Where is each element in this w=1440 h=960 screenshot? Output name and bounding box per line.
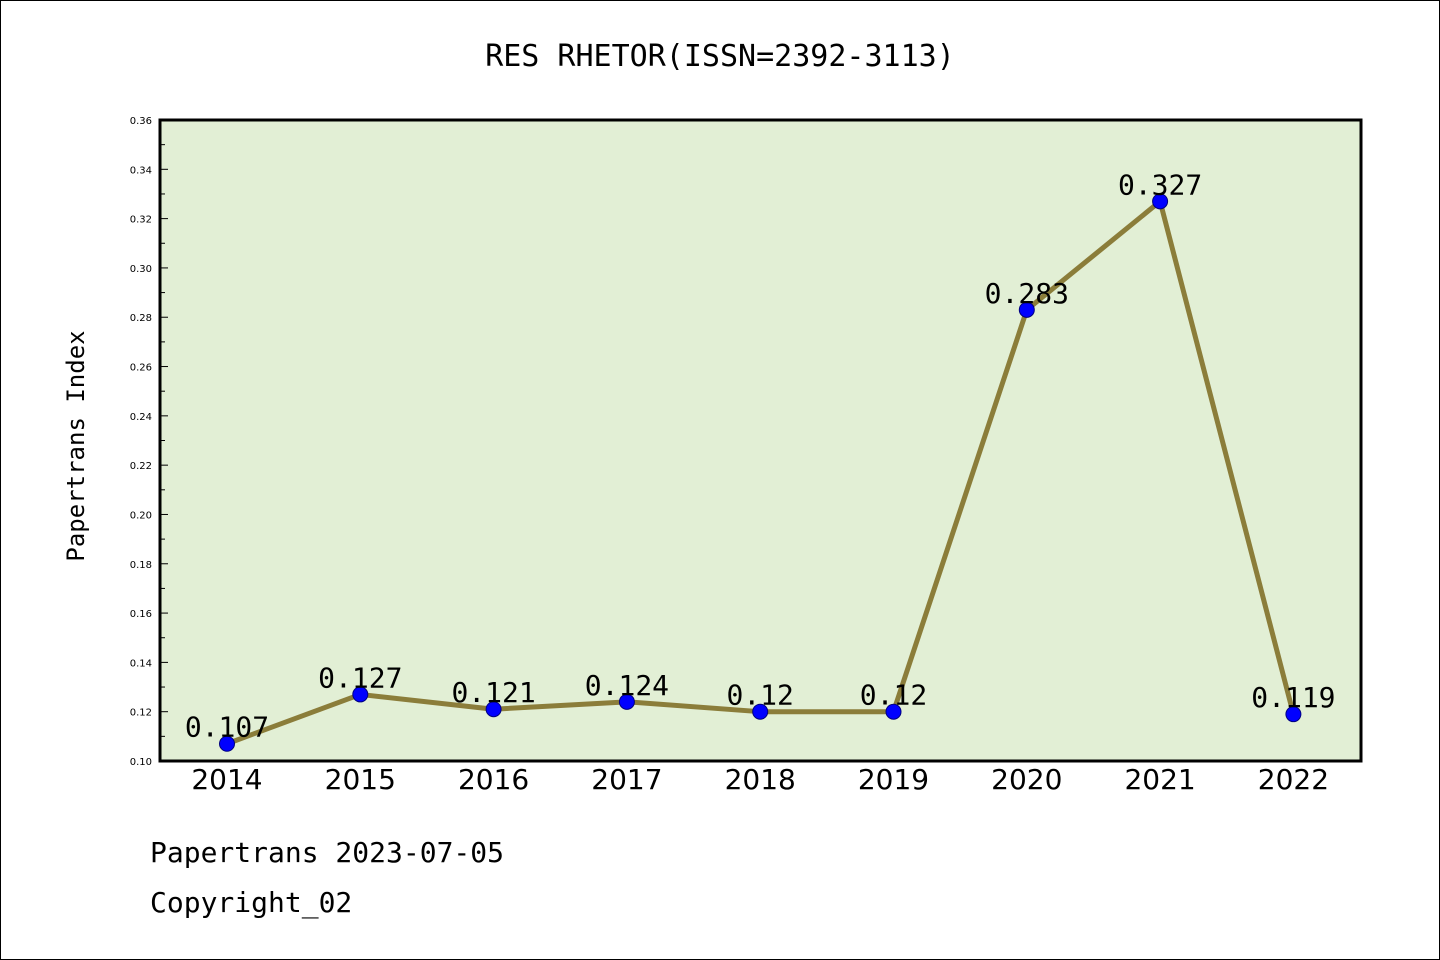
x-tick-label: 2019 — [858, 763, 929, 796]
y-tick-label: 0.18 — [130, 560, 152, 571]
data-labels: 0.107 0.127 0.121 0.124 0.12 0.12 0.283 0.327 0.… — [185, 168, 1336, 743]
data-value-label: 0.124 — [585, 669, 669, 702]
x-tick-label: 2014 — [191, 763, 262, 796]
y-tick-label: 0.28 — [130, 313, 152, 324]
x-tick-label: 2021 — [1124, 763, 1195, 796]
data-point-marker — [1018, 301, 1035, 318]
y-axis-ticks: 0.10 0.12 0.14 0.16 0.18 0.20 0.22 0.24 0.26 0.28… — [130, 116, 168, 768]
data-point-marker — [485, 701, 502, 718]
x-tick-label: 2015 — [325, 763, 396, 796]
y-tick-label: 0.22 — [130, 461, 152, 472]
y-tick-label: 0.16 — [130, 609, 152, 620]
data-point-marker — [1285, 706, 1302, 723]
y-tick-label: 0.34 — [130, 165, 152, 176]
data-point-marker — [1152, 193, 1169, 210]
data-point-marker — [219, 735, 235, 752]
y-tick-label: 0.30 — [130, 264, 152, 275]
y-tick-label: 0.24 — [130, 412, 152, 423]
y-tick-label: 0.14 — [130, 658, 152, 669]
y-tick-label: 0.26 — [130, 363, 152, 374]
data-value-label: 0.12 — [726, 679, 793, 712]
y-tick-label: 0.10 — [130, 757, 152, 768]
data-value-label: 0.283 — [985, 277, 1069, 310]
y-axis-label: Papertrans Index — [62, 330, 90, 561]
x-tick-label: 2020 — [991, 763, 1062, 796]
data-value-label: 0.121 — [451, 676, 535, 709]
data-value-label: 0.127 — [318, 661, 402, 694]
footer-copyright-line: Copyright_02 — [150, 886, 353, 919]
x-axis-ticks: 2014 2015 2016 2017 2018 2019 2020 2021 2022 — [191, 763, 1329, 796]
data-value-label: 0.12 — [860, 679, 927, 712]
data-point-marker — [618, 693, 635, 710]
data-point-marker — [752, 703, 769, 720]
x-tick-label: 2017 — [591, 763, 662, 796]
chart-title: RES RHETOR(ISSN=2392-3113) — [485, 39, 955, 74]
plot-area — [158, 118, 1363, 763]
x-tick-label: 2022 — [1258, 763, 1329, 796]
data-markers — [219, 193, 1302, 752]
data-value-label: 0.327 — [1118, 168, 1202, 201]
x-tick-label: 2018 — [725, 763, 796, 796]
y-tick-label: 0.20 — [130, 510, 152, 521]
data-value-label: 0.119 — [1251, 681, 1335, 714]
data-point-marker — [885, 703, 902, 720]
y-tick-label: 0.32 — [130, 215, 152, 226]
data-point-marker — [352, 686, 369, 703]
footer-date-line: Papertrans 2023-07-05 — [150, 836, 505, 869]
x-tick-label: 2016 — [458, 763, 529, 796]
data-value-label: 0.107 — [185, 711, 269, 744]
y-tick-label: 0.12 — [130, 708, 152, 719]
y-tick-label: 0.36 — [130, 116, 152, 127]
